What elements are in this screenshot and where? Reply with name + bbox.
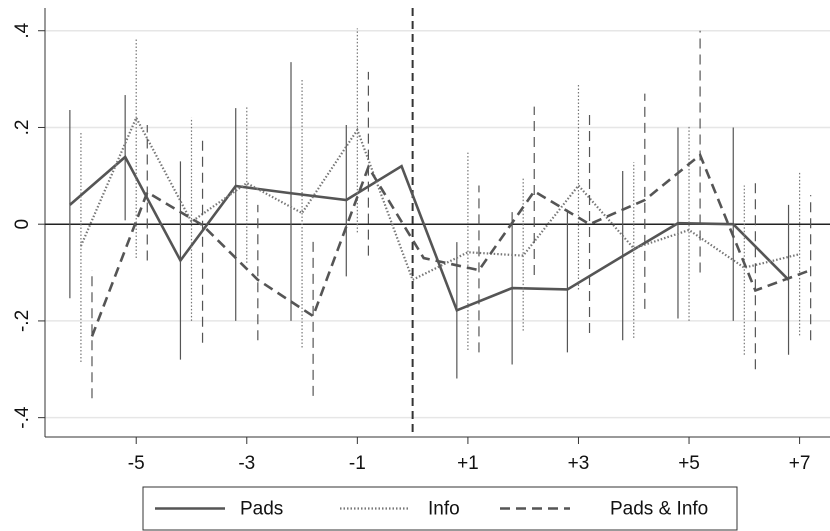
x-tick-label: -5 xyxy=(128,453,145,474)
x-tick-label: -3 xyxy=(238,453,255,474)
x-tick-label: +7 xyxy=(789,453,811,474)
y-tick-label: .4 xyxy=(12,22,33,38)
x-tick-label: +1 xyxy=(457,453,479,474)
legend-label: Info xyxy=(428,499,460,520)
x-tick-label: +5 xyxy=(678,453,700,474)
y-tick-label: 0 xyxy=(12,219,33,230)
y-tick-label: .2 xyxy=(12,120,33,136)
y-tick-label: -.2 xyxy=(12,310,33,332)
legend-box xyxy=(142,486,738,531)
legend-label: Pads xyxy=(240,499,283,520)
x-tick-label: -1 xyxy=(349,453,366,474)
series-line xyxy=(69,154,790,312)
legend-label: Pads & Info xyxy=(610,499,708,520)
series-line xyxy=(90,152,812,337)
x-tick-label: +3 xyxy=(568,453,590,474)
y-tick-label: -.4 xyxy=(12,406,33,429)
